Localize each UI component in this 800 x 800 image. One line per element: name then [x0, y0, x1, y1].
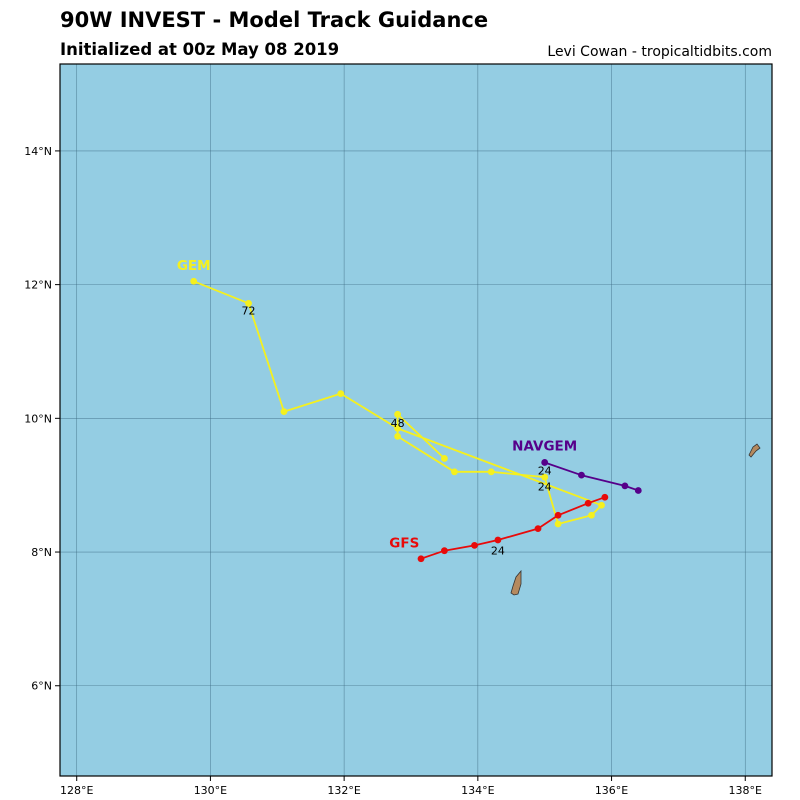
lat-tick-label: 8°N: [31, 546, 52, 559]
time-label: 48: [391, 417, 405, 430]
track-point-gem: [598, 501, 605, 509]
track-point-gem: [588, 511, 595, 519]
track-point-gfs: [554, 511, 562, 519]
time-label: 24: [491, 545, 505, 558]
track-point-navgem: [541, 459, 549, 466]
track-point-navgem: [621, 482, 629, 490]
track-point-gem: [441, 455, 448, 462]
track-line-gfs: [420, 496, 606, 560]
track-point-gem: [394, 410, 402, 418]
track-point-gfs: [494, 536, 502, 544]
land-masses: [510, 443, 761, 596]
lon-tick-label: 138°E: [729, 784, 762, 797]
track-point-gem: [190, 277, 198, 285]
track-point-gem: [487, 468, 495, 476]
time-label: 72: [242, 305, 256, 318]
track-point-gfs: [471, 541, 478, 549]
track-point-gfs: [417, 555, 425, 563]
track-point-gem: [394, 424, 402, 432]
track-point-gem: [554, 520, 562, 528]
lon-tick-label: 128°E: [60, 784, 93, 797]
time-label: 24: [538, 481, 552, 494]
track-point-gfs: [441, 547, 448, 555]
track-point-gfs: [601, 493, 609, 501]
grid-lines: [60, 64, 772, 776]
track-name-gem: GEM: [177, 258, 211, 274]
init-subtitle: Initialized at 00z May 08 2019: [60, 40, 340, 59]
island-east: [748, 443, 761, 458]
axis-ticks: 128°E 130°E 132°E 134°E 136°E 138°E 6°N 8°N 10°N…: [24, 145, 762, 797]
lat-tick-label: 12°N: [24, 279, 52, 292]
time-label: 24: [538, 464, 552, 477]
lon-tick-label: 136°E: [595, 784, 628, 797]
credit-text: Levi Cowan - tropicaltidbits.com: [547, 44, 772, 60]
track-gem: GEM 72 48 24: [177, 258, 605, 528]
track-name-gfs: GFS: [389, 535, 419, 551]
track-line-navgem: [544, 461, 639, 492]
page-title: 90W INVEST - Model Track Guidance: [60, 8, 489, 32]
track-point-gem: [280, 408, 288, 416]
lon-tick-label: 132°E: [327, 784, 360, 797]
island-palau: [510, 569, 522, 596]
lon-tick-label: 134°E: [461, 784, 494, 797]
track-point-gem: [245, 299, 252, 307]
map-frame: [59, 63, 773, 777]
ocean-background: [60, 64, 772, 776]
lon-tick-label: 130°E: [194, 784, 227, 797]
track-point-navgem: [578, 471, 585, 479]
track-point-gem: [394, 432, 402, 440]
track-navgem: NAVGEM 24: [512, 438, 642, 494]
model-tracks: GEM 72 48 24 NAVGEM 24 GFS 24: [177, 258, 642, 563]
track-point-gem: [337, 390, 345, 397]
track-line-gem: [193, 280, 603, 525]
track-point-gfs: [534, 525, 542, 533]
lat-tick-label: 10°N: [24, 412, 52, 425]
track-gfs: GFS 24: [389, 493, 609, 563]
track-point-navgem: [634, 487, 642, 494]
lat-tick-label: 6°N: [31, 680, 52, 693]
track-point-gem: [541, 473, 549, 481]
track-point-gem: [451, 468, 458, 476]
track-name-navgem: NAVGEM: [512, 438, 577, 454]
track-point-gfs: [584, 499, 592, 507]
lat-tick-label: 14°N: [24, 145, 52, 158]
